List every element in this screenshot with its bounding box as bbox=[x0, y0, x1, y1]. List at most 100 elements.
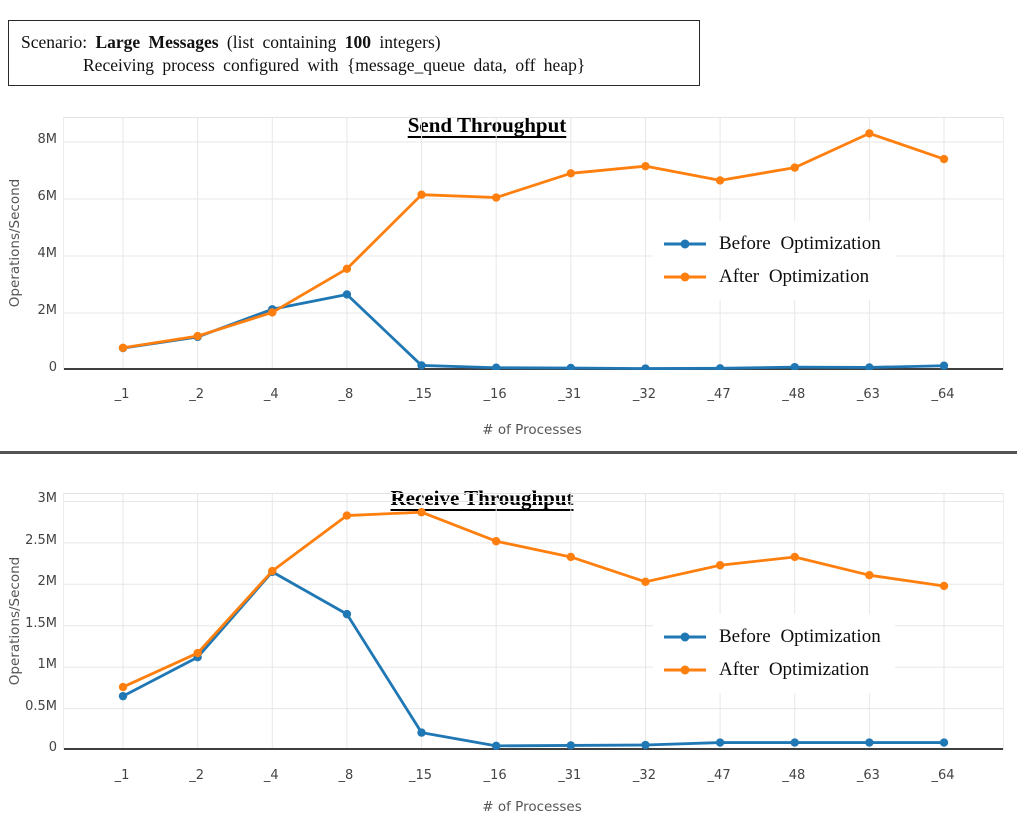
y-tick-label: 4M bbox=[37, 245, 58, 261]
data-point bbox=[118, 691, 128, 701]
y-tick-label: 1M bbox=[37, 657, 58, 673]
data-point bbox=[790, 362, 799, 370]
series-line-after-optimization bbox=[121, 131, 946, 350]
data-point bbox=[566, 363, 576, 370]
scenario-line-2: Receiving process configured with {messa… bbox=[83, 55, 586, 75]
scenario-line-1: Scenario: Large Messages (list containin… bbox=[21, 31, 687, 54]
data-point bbox=[715, 738, 725, 747]
data-point bbox=[268, 566, 277, 576]
x-tick-label: _16 bbox=[483, 768, 507, 783]
scenario-name: Large Messages bbox=[95, 32, 219, 52]
data-point bbox=[417, 190, 426, 199]
data-point bbox=[865, 738, 874, 747]
legend-label: Before Optimization bbox=[719, 626, 881, 647]
send-chart-legend: Before Optimization After Optimization bbox=[653, 221, 895, 300]
scenario-detail-suffix: integers) bbox=[379, 32, 441, 52]
data-point bbox=[417, 728, 426, 737]
x-tick-label: _63 bbox=[856, 768, 880, 783]
data-point bbox=[342, 511, 352, 520]
y-tick-label: 3M bbox=[37, 491, 58, 507]
data-point bbox=[715, 176, 725, 185]
send-y-axis-title: Operations/Second bbox=[7, 178, 23, 308]
x-tick-label: _32 bbox=[632, 387, 656, 402]
x-tick-label: _64 bbox=[931, 387, 955, 402]
legend-label: Before Optimization bbox=[719, 233, 881, 254]
send-x-axis-title: # of Processes bbox=[482, 422, 582, 438]
y-tick-label: 1.5M bbox=[25, 615, 57, 631]
data-point bbox=[193, 331, 202, 341]
y-tick-label: 0 bbox=[48, 360, 57, 375]
scenario-count: 100 bbox=[344, 32, 372, 52]
data-point bbox=[641, 161, 650, 171]
receive-y-axis-title: Operations/Second bbox=[7, 556, 23, 686]
legend-label: After Optimization bbox=[719, 266, 870, 287]
x-tick-label: _4 bbox=[263, 387, 279, 402]
data-point bbox=[268, 308, 277, 317]
receive-chart-legend: Before Optimization After Optimization bbox=[653, 614, 895, 693]
before-series-line-icon bbox=[664, 239, 706, 249]
data-point bbox=[491, 741, 501, 750]
data-point bbox=[193, 648, 202, 658]
x-tick-label: _47 bbox=[707, 387, 731, 402]
legend-item-before-optimization: Before Optimization bbox=[663, 621, 881, 653]
data-point bbox=[342, 609, 352, 619]
y-tick-label: 2M bbox=[37, 302, 58, 318]
data-point bbox=[491, 363, 501, 370]
data-point bbox=[641, 740, 650, 750]
x-tick-label: _31 bbox=[558, 768, 582, 783]
legend-item-before-optimization: Before Optimization bbox=[663, 228, 881, 260]
legend-label: After Optimization bbox=[719, 659, 870, 680]
x-tick-label: _2 bbox=[189, 768, 205, 783]
receive-chart-plot bbox=[63, 493, 1004, 750]
data-point bbox=[118, 343, 128, 352]
x-tick-label: _1 bbox=[114, 387, 130, 402]
data-point bbox=[491, 537, 501, 546]
legend-item-after-optimization: After Optimization bbox=[663, 261, 881, 293]
section-divider bbox=[0, 451, 1017, 454]
data-point bbox=[118, 682, 128, 692]
x-tick-label: _63 bbox=[856, 387, 880, 402]
x-tick-label: _2 bbox=[189, 387, 205, 402]
scenario-detail-prefix: (list containing bbox=[226, 32, 337, 52]
data-point bbox=[939, 361, 949, 370]
data-point bbox=[641, 577, 650, 587]
data-point bbox=[491, 193, 501, 202]
legend-item-after-optimization: After Optimization bbox=[663, 654, 881, 686]
data-point bbox=[939, 154, 949, 164]
x-tick-label: _4 bbox=[263, 768, 279, 783]
receive-chart-title: Receive Throughput bbox=[390, 486, 574, 511]
after-series-line-icon bbox=[664, 665, 706, 675]
data-point bbox=[939, 581, 949, 591]
after-series-line-icon bbox=[664, 272, 706, 282]
data-point bbox=[939, 738, 949, 747]
data-point bbox=[566, 169, 576, 178]
receive-x-axis-title: # of Processes bbox=[482, 799, 582, 815]
x-tick-label: _32 bbox=[632, 768, 656, 783]
data-point bbox=[790, 163, 799, 172]
x-tick-label: _8 bbox=[338, 387, 354, 402]
scenario-box: Scenario: Large Messages (list containin… bbox=[8, 20, 700, 86]
data-point bbox=[790, 738, 799, 747]
x-tick-label: _15 bbox=[409, 387, 433, 402]
scenario-label: Scenario: bbox=[21, 32, 88, 52]
data-point bbox=[342, 264, 352, 274]
data-point bbox=[417, 508, 426, 517]
x-tick-label: _47 bbox=[707, 768, 731, 783]
data-point bbox=[865, 363, 874, 370]
x-tick-label: _64 bbox=[931, 768, 955, 783]
data-point bbox=[865, 129, 874, 138]
y-tick-label: 2M bbox=[37, 574, 58, 590]
data-point bbox=[566, 552, 576, 562]
data-point bbox=[641, 364, 650, 370]
data-point bbox=[342, 290, 352, 299]
y-tick-label: 2.5M bbox=[25, 532, 57, 548]
x-tick-label: _31 bbox=[558, 387, 582, 402]
data-point bbox=[715, 364, 725, 370]
x-tick-label: _8 bbox=[338, 768, 354, 783]
x-tick-label: _48 bbox=[782, 768, 806, 783]
y-tick-label: 0.5M bbox=[25, 698, 57, 714]
y-tick-label: 0 bbox=[48, 740, 57, 755]
data-point bbox=[715, 561, 725, 570]
series-line-after-optimization bbox=[121, 510, 946, 689]
